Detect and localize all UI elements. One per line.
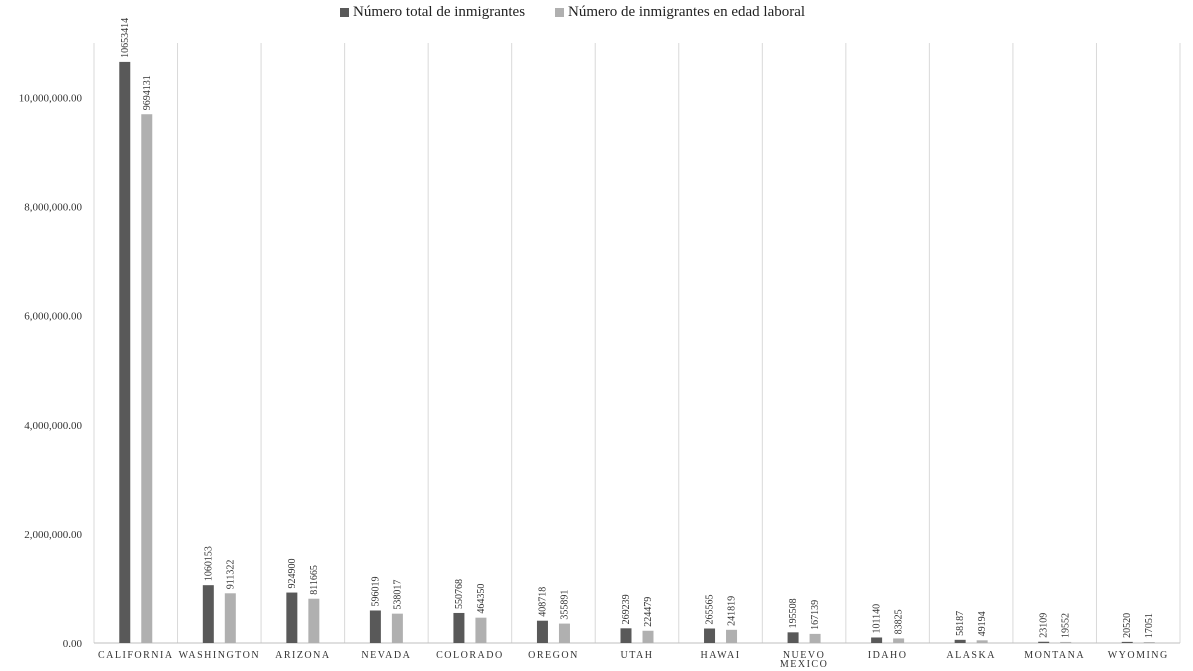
bar-total: [954, 639, 966, 643]
x-tick-label: HAWAI: [701, 650, 741, 661]
bar-total: [871, 637, 883, 643]
x-axis: CALIFORNIA WASHINGTON ARIZONA NEVADA COLORAD…: [98, 650, 1169, 670]
x-tick-label: ARIZONA: [275, 650, 331, 661]
bar-total: [1121, 641, 1133, 643]
data-label-total: 269239: [621, 594, 632, 624]
bar-total: [202, 585, 214, 643]
data-label-total: 265565: [705, 595, 716, 625]
x-tick-label: UTAH: [621, 650, 654, 661]
data-label-working-age: 9694131: [142, 75, 153, 110]
y-tick-label: 8,000,000.00: [24, 202, 82, 214]
y-axis: 0.00 2,000,000.00 4,000,000.00 6,000,000.00…: [19, 93, 83, 650]
data-label-total: 596019: [370, 576, 381, 606]
x-tick-label: COLORADO: [436, 650, 504, 661]
bar-total: [119, 61, 131, 644]
legend-item-working-age: Número de inmigrantes en edad laboral: [555, 4, 805, 21]
x-tick-label: ALASKA: [946, 650, 996, 661]
bar-total: [286, 592, 298, 643]
data-label-total: 550768: [454, 579, 465, 609]
data-label-total: 23109: [1039, 613, 1050, 638]
y-tick-label: 2,000,000.00: [24, 529, 82, 541]
bar-total: [536, 620, 548, 643]
bar-working-age: [1060, 641, 1072, 643]
data-label-total: 58187: [955, 611, 966, 636]
data-label-working-age: 19552: [1061, 613, 1072, 638]
x-tick-label: NUEVO: [783, 650, 826, 661]
data-label-working-age: 83825: [894, 609, 905, 634]
y-tick-label: 6,000,000.00: [24, 311, 82, 323]
data-labels: 10653414 9694131 1060153 911322 924900 811665…: [120, 18, 1155, 638]
bar-working-age: [976, 640, 988, 643]
bar-total: [787, 632, 799, 643]
chart-legend: Número total de inmigrantes Número de in…: [340, 4, 805, 21]
data-label-working-age: 241819: [727, 596, 738, 626]
data-label-working-age: 224479: [643, 597, 654, 627]
bar-total: [369, 610, 381, 643]
x-tick-label: WYOMING: [1108, 650, 1169, 661]
bars: [119, 61, 1155, 644]
data-label-total: 10653414: [120, 18, 131, 58]
legend-swatch-total: [340, 8, 349, 17]
legend-swatch-working-age: [555, 8, 565, 17]
bar-working-age: [1143, 642, 1155, 643]
y-tick-label: 0.00: [63, 638, 83, 650]
bar-working-age: [141, 114, 153, 643]
data-label-total: 1060153: [203, 546, 214, 581]
x-tick-label: OREGON: [528, 650, 579, 661]
bar-working-age: [726, 629, 738, 643]
legend-item-total: Número total de inmigrantes: [340, 4, 525, 21]
y-tick-label: 4,000,000.00: [24, 420, 82, 432]
x-tick-label: NEVADA: [361, 650, 411, 661]
x-tick-label: IDAHO: [868, 650, 908, 661]
x-tick-label: WASHINGTON: [179, 650, 260, 661]
data-label-working-age: 17051: [1144, 613, 1155, 638]
x-tick-label: MONTANA: [1024, 650, 1085, 661]
data-label-working-age: 49194: [977, 611, 988, 636]
bar-total: [704, 628, 716, 643]
bar-working-age: [391, 613, 403, 643]
bar-working-age: [308, 598, 320, 643]
data-label-working-age: 911322: [225, 560, 236, 590]
bar-working-age: [893, 638, 905, 643]
bar-working-age: [809, 633, 821, 643]
bar-working-age: [475, 617, 487, 643]
data-label-total: 408718: [537, 587, 548, 617]
y-tick-label: 10,000,000.00: [19, 93, 83, 105]
data-label-total: 20520: [1122, 613, 1133, 638]
data-label-working-age: 355891: [559, 590, 570, 620]
data-label-working-age: 811665: [309, 565, 320, 595]
bar-total: [1038, 641, 1050, 643]
bar-working-age: [224, 593, 236, 643]
bar-total: [453, 612, 465, 643]
legend-label-total: Número total de inmigrantes: [353, 4, 526, 20]
data-label-working-age: 538017: [392, 580, 403, 610]
data-label-working-age: 464350: [476, 584, 487, 614]
bar-total: [620, 628, 632, 643]
x-tick-label: CALIFORNIA: [98, 650, 174, 661]
x-tick-label: MEXICO: [780, 659, 828, 670]
data-label-total: 101140: [872, 604, 883, 634]
bar-working-age: [642, 630, 654, 643]
data-label-total: 924900: [287, 559, 298, 589]
data-label-working-age: 167139: [810, 600, 821, 630]
data-label-total: 195508: [788, 598, 799, 628]
category-separators: [93, 43, 1181, 644]
bar-working-age: [558, 623, 570, 643]
legend-label-working-age: Número de inmigrantes en edad laboral: [568, 4, 806, 20]
